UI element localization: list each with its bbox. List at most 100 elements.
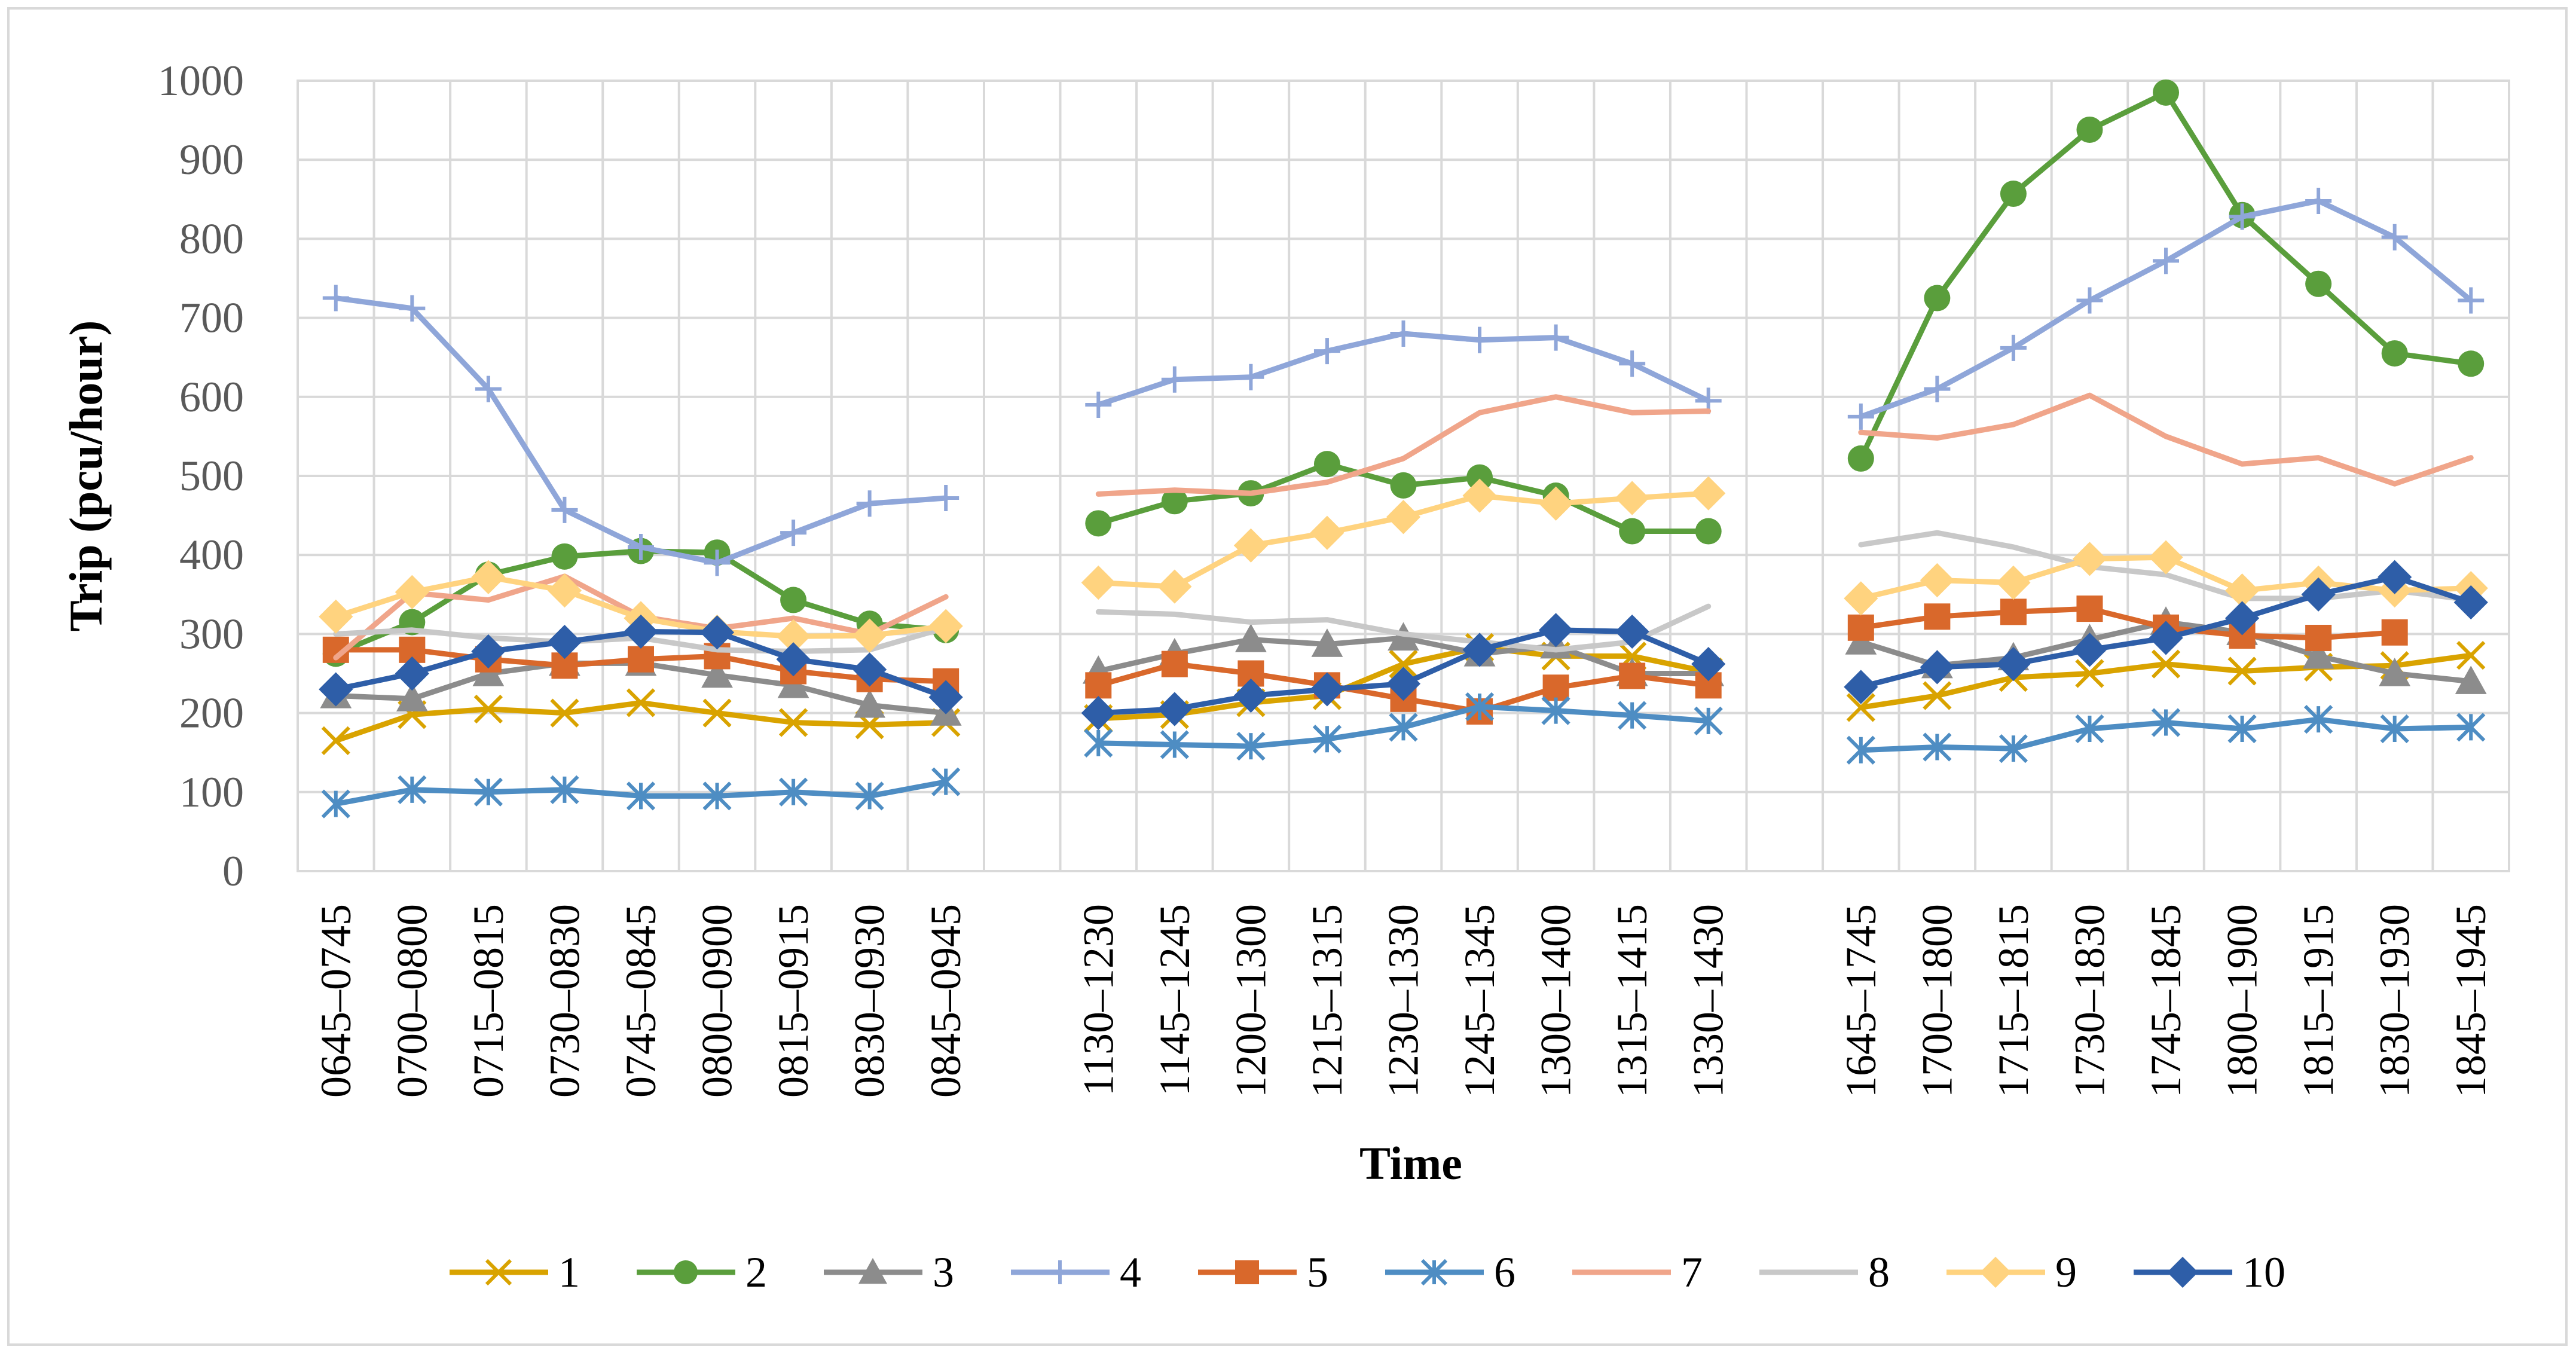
data-point <box>1542 324 1569 351</box>
data-point <box>704 549 731 576</box>
data-point <box>2075 659 2104 688</box>
data-point <box>2381 340 2408 367</box>
data-point <box>1999 734 2028 763</box>
data-point <box>1161 650 1188 677</box>
data-point <box>2153 248 2180 274</box>
data-point <box>852 618 887 653</box>
data-point <box>398 775 427 804</box>
data-point <box>1157 569 1192 604</box>
data-point <box>1619 518 1646 545</box>
data-point <box>473 694 503 724</box>
data-point <box>1233 528 1268 563</box>
x-axis-title: Time <box>1359 1137 1462 1189</box>
data-point <box>1695 518 1722 545</box>
data-point <box>1539 613 1573 648</box>
x-tick-label: 0700–0800 <box>388 904 436 1098</box>
legend-label: 4 <box>1120 1248 1141 1296</box>
legend-label: 1 <box>558 1248 580 1296</box>
data-point <box>2151 708 2181 737</box>
x-tick-label: 1245–1345 <box>1456 904 1504 1098</box>
data-point <box>2453 585 2488 620</box>
data-point <box>2380 714 2409 744</box>
data-point <box>933 485 959 512</box>
y-tick-label: 200 <box>179 689 244 737</box>
data-point <box>2227 714 2257 744</box>
data-point <box>1048 1260 1072 1284</box>
data-point <box>1233 678 1268 713</box>
data-point <box>1313 338 1340 365</box>
x-tick-label: 1215–1315 <box>1303 904 1351 1098</box>
data-point <box>551 543 578 570</box>
data-point <box>2381 619 2408 646</box>
data-point <box>1386 500 1421 535</box>
data-point <box>1310 515 1344 550</box>
data-point <box>319 672 353 707</box>
data-point <box>321 726 350 755</box>
data-point <box>1615 481 1649 515</box>
legend-item-5: 5 <box>1198 1248 1328 1296</box>
series-6 <box>321 692 2486 818</box>
x-tick-label: 1145–1245 <box>1151 904 1199 1096</box>
data-point <box>699 615 735 650</box>
data-point <box>858 1258 887 1284</box>
data-point <box>1615 614 1649 649</box>
data-point <box>2224 573 2260 608</box>
legend: 1 2 3 4 5 6 7 8 9 10 <box>450 1248 2285 1296</box>
data-point <box>547 625 582 659</box>
data-point <box>1619 350 1646 377</box>
series-lines <box>319 79 2488 818</box>
x-tick-label: 1200–1300 <box>1227 904 1275 1098</box>
series-2-line <box>1858 90 2474 462</box>
legend-item-2: 2 <box>637 1248 767 1296</box>
data-point <box>1691 476 1726 511</box>
legend-label: 3 <box>933 1248 954 1296</box>
data-point <box>1084 728 1113 758</box>
data-point <box>2072 542 2107 576</box>
data-point <box>2301 577 2336 612</box>
data-point <box>1980 1257 2011 1288</box>
x-tick-label: 0800–0900 <box>693 904 741 1098</box>
data-point <box>1161 488 1188 515</box>
data-point <box>1390 472 1417 499</box>
data-point <box>624 614 658 649</box>
data-point <box>2458 350 2485 377</box>
data-point <box>471 560 506 594</box>
data-point <box>1085 672 1112 699</box>
data-point <box>928 609 963 643</box>
y-axis-ticks: 0 100 200 300 400 500 600 700 800 900 1000 <box>158 57 244 895</box>
data-point <box>2456 640 2486 670</box>
data-point <box>2000 598 2027 625</box>
legend-item-7: 7 <box>1572 1248 1703 1296</box>
x-tick-label: 1845–1945 <box>2447 904 2495 1098</box>
x-tick-label: 1700–1800 <box>1913 904 1961 1098</box>
series-7-line <box>1858 392 2474 487</box>
data-point <box>1462 633 1497 667</box>
data-point <box>1081 565 1116 600</box>
data-point <box>2151 649 2181 679</box>
series-8-line <box>1095 603 1712 653</box>
data-point <box>776 619 811 653</box>
data-point <box>473 777 503 807</box>
data-point <box>2000 181 2027 207</box>
data-point <box>1389 649 1418 679</box>
x-tick-label: 1745–1845 <box>2142 904 2190 1098</box>
data-point <box>1390 320 1417 347</box>
legend-item-10: 10 <box>2134 1248 2285 1296</box>
x-tick-label: 0845–0945 <box>922 904 970 1098</box>
data-point <box>2378 560 2412 594</box>
x-tick-label: 1800–1900 <box>2219 904 2266 1098</box>
data-point <box>1920 650 1954 685</box>
data-point <box>1466 326 1493 353</box>
y-tick-label: 0 <box>222 847 244 895</box>
data-point <box>852 652 887 687</box>
data-point <box>1846 735 1875 765</box>
data-point <box>1619 662 1646 689</box>
series-10 <box>319 560 2488 731</box>
data-point <box>1085 392 1112 419</box>
data-point <box>1844 581 1878 616</box>
data-point <box>855 781 884 811</box>
data-point <box>1161 366 1188 393</box>
data-point <box>1311 628 1343 657</box>
data-point <box>1420 1259 1448 1286</box>
